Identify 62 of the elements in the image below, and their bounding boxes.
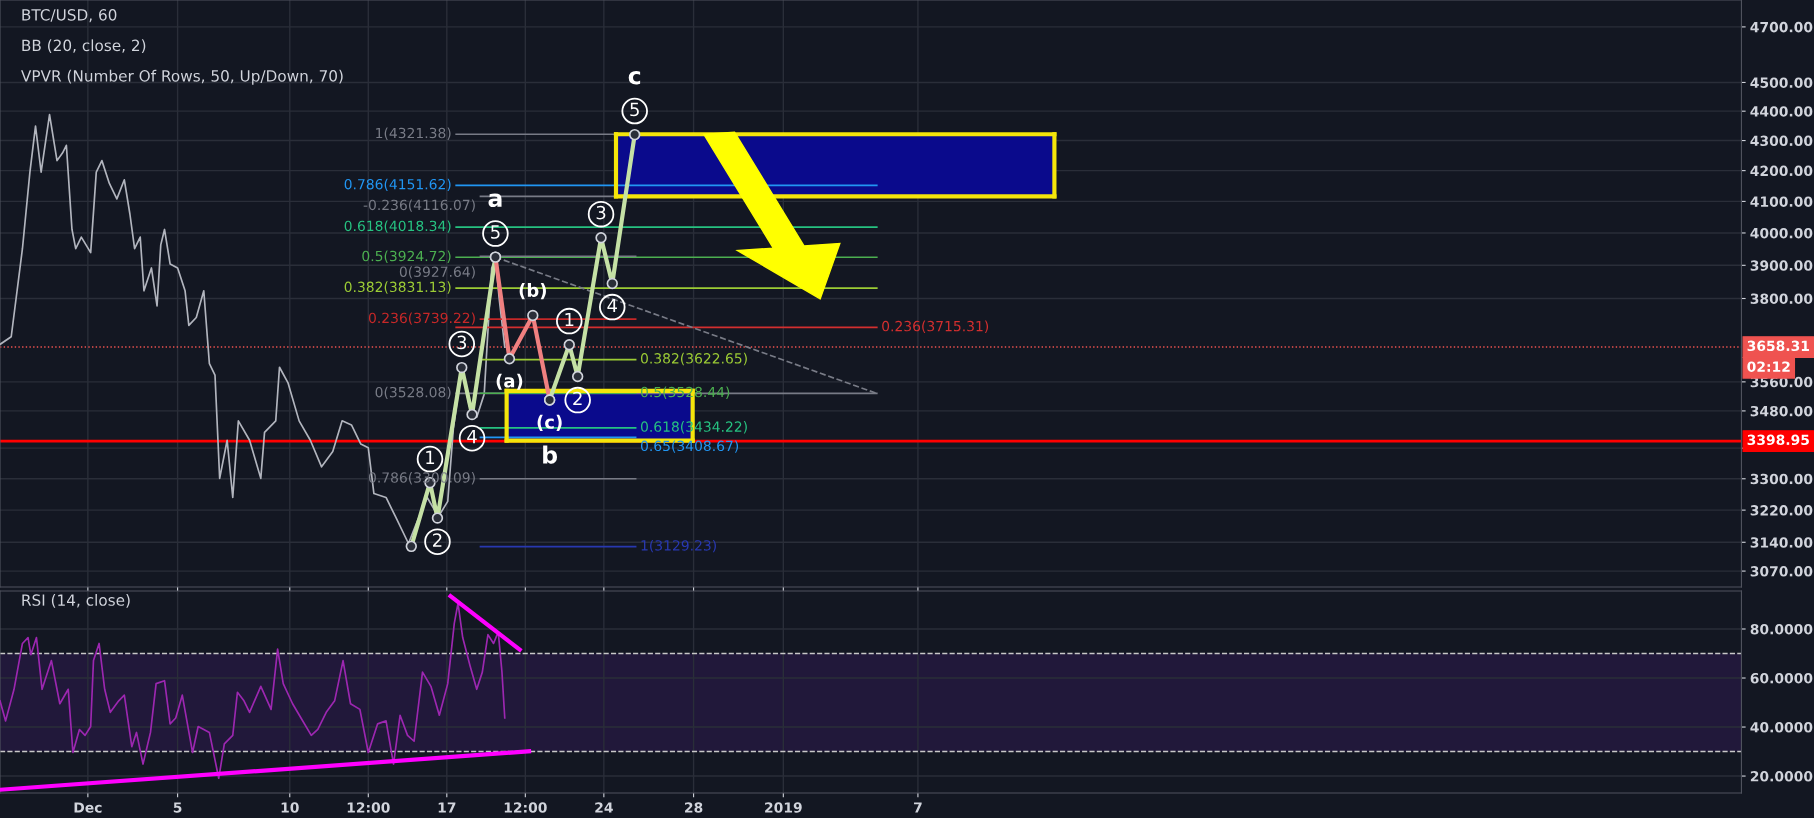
y-tick-label: 20.0000 [1750, 771, 1813, 782]
series-label: 0(3927.64) [399, 266, 475, 279]
annotation: (a) [496, 373, 523, 390]
y-tick-label: 4000.00 [1750, 227, 1813, 239]
annotation: 5 [491, 225, 500, 239]
y-tick-label: 4200.00 [1750, 165, 1813, 177]
series-label: 0.382(3831.13) [344, 281, 451, 294]
series-label: 0.236(3715.31) [882, 320, 989, 333]
annotation: 2 [433, 533, 442, 547]
series-label: 0.618(4018.34) [344, 220, 451, 233]
y-tick-label: 40.0000 [1750, 722, 1813, 733]
y-tick-label: 60.0000 [1750, 672, 1813, 684]
series-label: 0(3528.08) [375, 386, 451, 400]
series-label: -0.236(4116.07) [363, 199, 475, 212]
series-label: 0.382(3622.65) [640, 352, 747, 366]
series-label: 1(3129.23) [641, 539, 716, 553]
y-tick-label: 4700.00 [1750, 21, 1813, 33]
y-tick-label: 3800.00 [1750, 293, 1813, 304]
x-tick-label: 17 [438, 802, 456, 813]
annotation: 1 [426, 450, 435, 465]
x-tick-label: Dec [74, 802, 102, 813]
text: BTC/USD, 60 [22, 9, 117, 23]
annotation: VPVR (Number Of Rows, 50, Up/Down, 70) [21, 69, 343, 85]
y-tick-label: 3300.00 [1750, 473, 1813, 485]
ref-line-label: 3658.31 [1747, 340, 1809, 352]
ref-line-label: 3398.95 [1747, 434, 1809, 446]
x-tick-label: 7 [914, 802, 922, 813]
annotation: 5 [630, 102, 639, 117]
annotation: c [628, 70, 641, 85]
x-tick-label: 5 [173, 802, 182, 813]
x-tick-label: 12:00 [347, 802, 390, 813]
series-label: 0.5(3924.72) [362, 250, 451, 263]
y-tick-label: 4300.00 [1750, 135, 1813, 147]
y-tick-label: 80.0000 [1750, 623, 1813, 635]
annotation: 4 [607, 298, 617, 313]
text: BB (20, close, 2) [22, 39, 146, 53]
annotation: 3 [596, 205, 606, 220]
series-label: 1(4321.38) [376, 127, 451, 140]
series-label: 0.786(4151.62) [344, 178, 451, 192]
x-tick-label: 12:00 [504, 802, 547, 813]
y-tick-label: 3480.00 [1750, 405, 1813, 417]
y-tick-label: 4500.00 [1750, 77, 1813, 88]
x-tick-label: 2019 [765, 802, 802, 813]
y-tick-label: 3070.00 [1750, 566, 1813, 577]
series-label: 0.65(3408.67) [640, 440, 739, 453]
y-tick-label: 4100.00 [1750, 196, 1813, 207]
y-tick-label: 4400.00 [1750, 106, 1813, 117]
x-tick-label: 24 [595, 802, 613, 813]
y-tick-label: 3140.00 [1750, 537, 1813, 548]
x-tick-label: 10 [281, 802, 299, 813]
series-label: 0.5(3528.44) [640, 386, 730, 399]
y-tick-label: 3900.00 [1750, 260, 1813, 271]
annotation: 3 [457, 335, 467, 350]
series-label: 0.236(3739.22) [368, 312, 475, 325]
annotation: 2 [573, 391, 582, 406]
chart-title: RSI (14, close) [22, 594, 130, 608]
x-tick-label: 28 [685, 802, 703, 813]
annotation: a [488, 193, 502, 208]
y-tick-label: 3220.00 [1750, 505, 1813, 516]
series-label: 0.618(3434.22) [640, 421, 747, 434]
text: 02:12 [1747, 361, 1790, 372]
annotation: b [543, 445, 558, 464]
